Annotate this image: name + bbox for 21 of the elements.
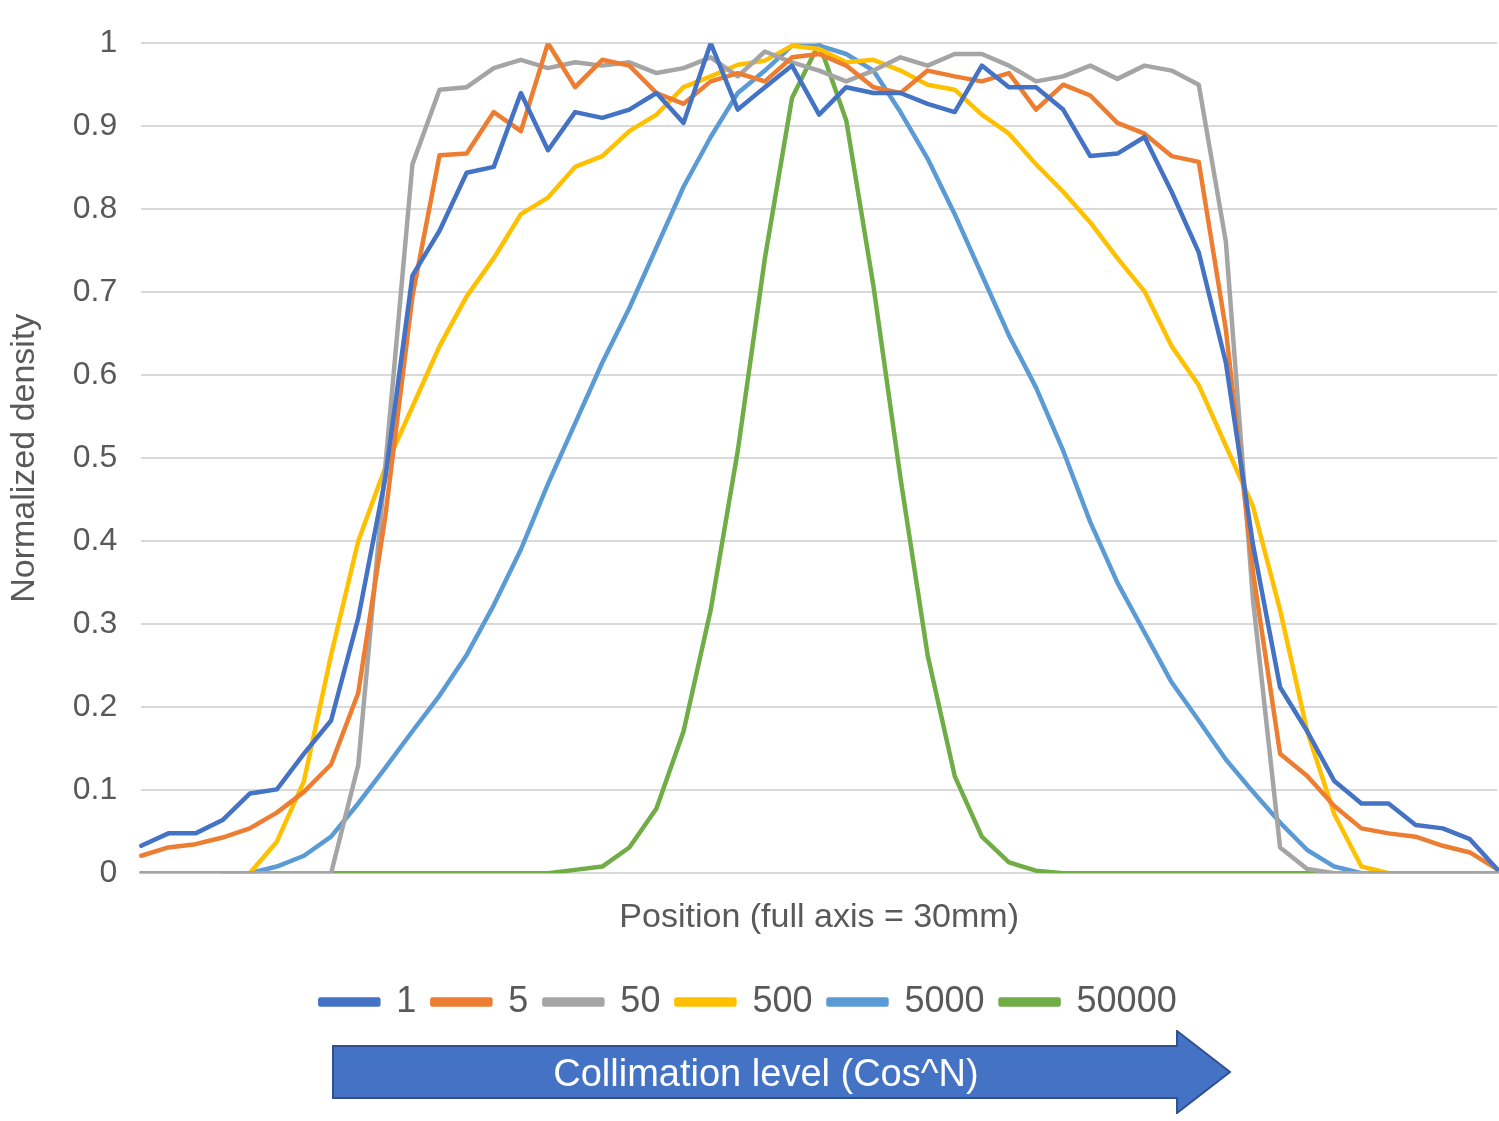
legend-label: 5000 <box>904 978 985 1020</box>
y-tick-label: 0.4 <box>72 521 118 558</box>
arrow: Collimation level (Cos^N) <box>332 1030 1232 1114</box>
legend-label: 500 <box>752 978 813 1020</box>
legend-label: 50000 <box>1076 978 1177 1020</box>
y-axis-title: Normalized density <box>2 313 41 603</box>
y-tick-label: 0.3 <box>72 604 118 641</box>
y-tick-label: 0 <box>99 853 118 890</box>
x-axis-title: Position (full axis = 30mm) <box>619 895 1019 934</box>
legend-label: 1 <box>396 978 417 1020</box>
y-tick-label: 0.6 <box>72 355 118 392</box>
y-tick-label: 0.9 <box>72 106 118 143</box>
legend-label: 50 <box>620 978 661 1020</box>
y-tick-label: 0.2 <box>72 687 118 724</box>
legend-title: Collimation level (Cos^N) <box>553 1052 979 1094</box>
y-tick-label: 1 <box>99 23 118 60</box>
legend-label: 5 <box>508 978 529 1020</box>
y-tick-label: 0.7 <box>72 272 118 309</box>
y-tick-label: 0.1 <box>72 770 118 807</box>
y-tick-label: 0.5 <box>72 438 118 475</box>
y-tick-label: 0.8 <box>72 189 118 226</box>
